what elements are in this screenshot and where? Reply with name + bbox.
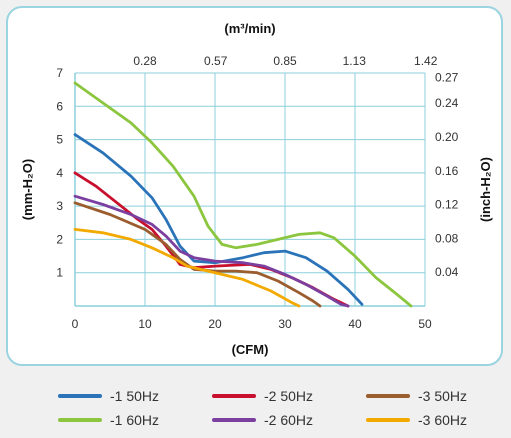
legend-item: -3 50Hz	[366, 386, 467, 406]
series-line	[73, 194, 350, 308]
legend-label: -1 50Hz	[110, 388, 160, 404]
legend-swatch	[58, 418, 102, 422]
legend-item: -3 60Hz	[366, 410, 467, 430]
legend: -1 50Hz -2 50Hz -3 50Hz -1 60Hz -2 60Hz -3 60…	[0, 380, 511, 438]
legend-label: -3 50Hz	[418, 388, 468, 404]
legend-item: -2 60Hz	[212, 410, 313, 430]
legend-label: -2 50Hz	[264, 388, 314, 404]
y-axis-title: (mm-H₂O)	[20, 159, 35, 220]
x-tick-label: 30	[278, 317, 292, 331]
y2-tick-label: 0.27	[435, 71, 459, 85]
y-tick-label: 5	[56, 133, 63, 147]
x2-tick-label: 0.28	[133, 54, 157, 68]
legend-label: -1 60Hz	[110, 412, 160, 428]
series-line	[73, 227, 301, 308]
legend-label: -2 60Hz	[264, 412, 314, 428]
legend-swatch	[58, 394, 102, 398]
series-line	[73, 201, 322, 308]
series-line	[73, 133, 364, 306]
x2-tick-label: 0.85	[273, 54, 297, 68]
x2-axis-title: (m³/min)	[224, 21, 275, 36]
y2-tick-label: 0.08	[435, 231, 459, 245]
series-line	[73, 81, 413, 308]
y-tick-label: 2	[56, 232, 63, 246]
y2-tick-label: 0.24	[435, 96, 459, 110]
legend-label: -3 60Hz	[418, 412, 468, 428]
y-tick-label: 6	[56, 99, 63, 113]
x-tick-label: 20	[208, 317, 222, 331]
legend-swatch	[212, 394, 256, 398]
x-tick-label: 40	[348, 317, 362, 331]
legend-swatch	[366, 394, 410, 398]
x-tick-label: 50	[418, 317, 432, 331]
legend-item: -2 50Hz	[212, 386, 313, 406]
y-tick-label: 4	[56, 166, 63, 180]
x-tick-label: 10	[138, 317, 152, 331]
x-tick-label: 0	[72, 317, 79, 331]
grid-lines	[74, 72, 426, 307]
y2-tick-label: 0.12	[435, 197, 459, 211]
x2-tick-label: 1.42	[414, 54, 438, 68]
y2-tick-label: 0.20	[435, 130, 459, 144]
y-tick-label: 7	[56, 66, 63, 80]
x2-tick-label: 1.13	[343, 54, 367, 68]
legend-item: -1 60Hz	[58, 410, 159, 430]
tick-labels: 0 10 20 30 40 50 1 2 3 4 5 6 7 0.28 0.57 0.85 1.13 1.42 0.…	[56, 54, 458, 331]
legend-swatch	[366, 418, 410, 422]
pq-chart: 0 10 20 30 40 50 1 2 3 4 5 6 7 0.28 0.57 0.85 1.13 1.42 0.…	[20, 21, 493, 357]
y-tick-label: 3	[56, 199, 63, 213]
y-tick-label: 1	[56, 266, 63, 280]
y2-axis-title: (inch-H₂O)	[478, 157, 493, 222]
y2-tick-label: 0.04	[435, 265, 459, 279]
legend-item: -1 50Hz	[58, 386, 159, 406]
x2-tick-label: 0.57	[204, 54, 228, 68]
axis-titles: (CFM) (m³/min) (mm-H₂O) (inch-H₂O)	[20, 21, 493, 357]
x-axis-title: (CFM)	[232, 342, 269, 357]
legend-swatch	[212, 418, 256, 422]
series-lines	[73, 81, 413, 308]
y2-tick-label: 0.16	[435, 164, 459, 178]
